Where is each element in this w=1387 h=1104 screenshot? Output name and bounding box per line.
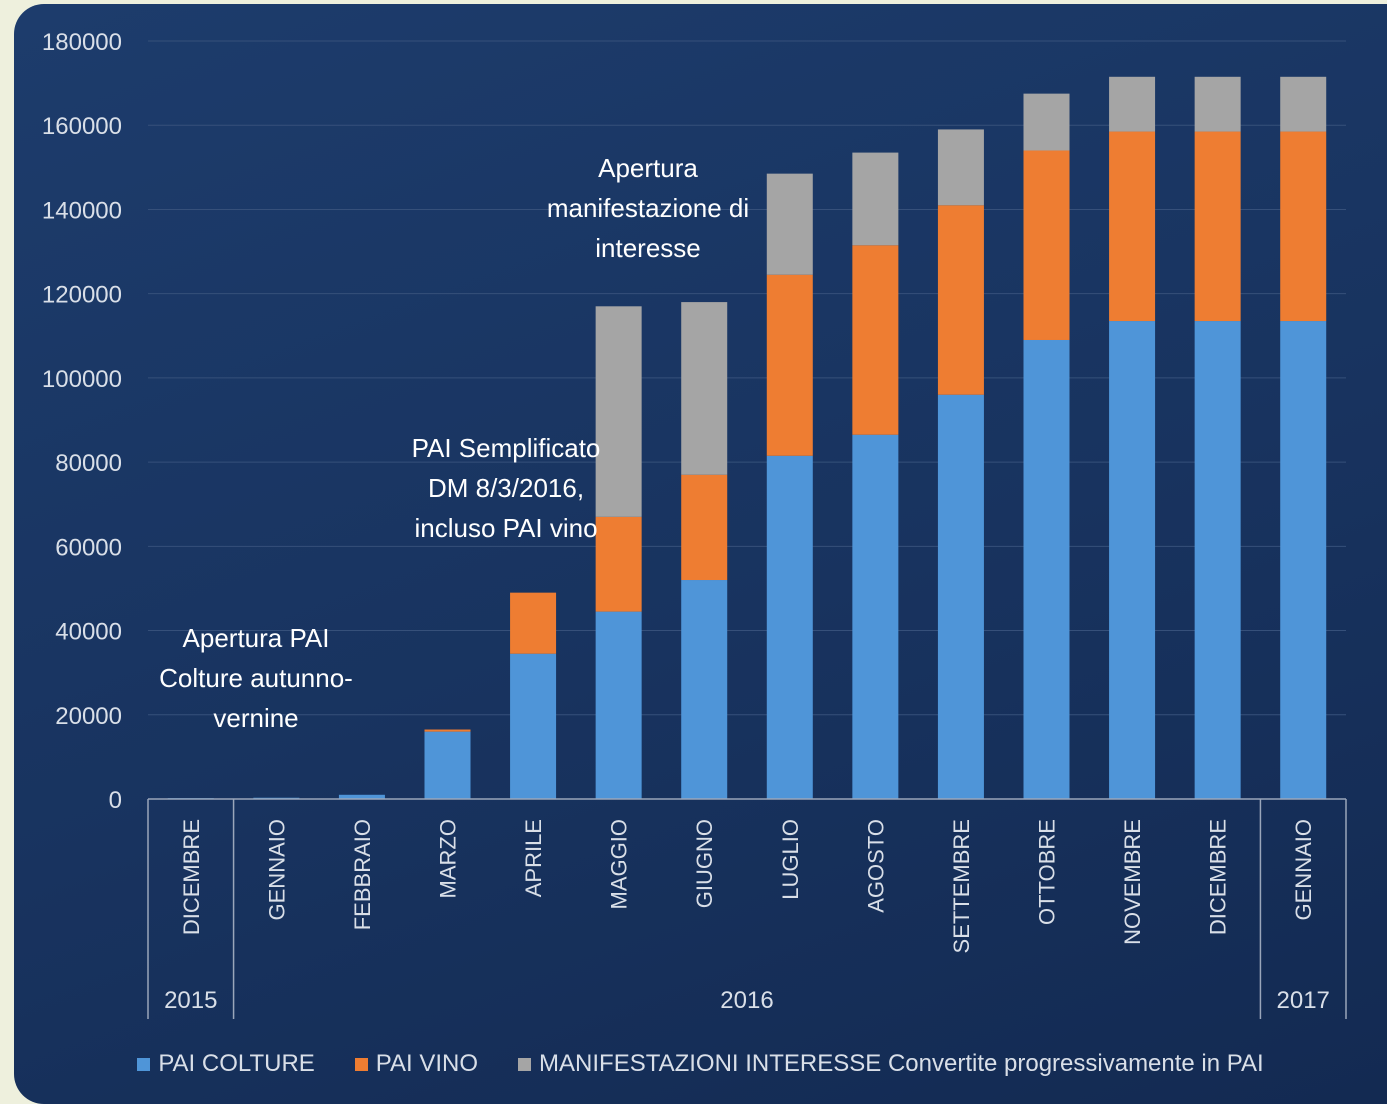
- bar-segment-pai-vino: [1109, 131, 1156, 322]
- x-tick-label: APRILE: [521, 819, 546, 897]
- y-tick-label: 0: [109, 787, 122, 814]
- x-tick-label: OTTOBRE: [1035, 819, 1060, 925]
- x-tick-label: AGOSTO: [863, 819, 888, 913]
- bar-segment-manifestazioni: [852, 152, 899, 246]
- year-label: 2017: [1277, 987, 1330, 1014]
- annotation-line: DM 8/3/2016,: [427, 473, 585, 503]
- bar-segment-manifestazioni: [595, 306, 642, 517]
- y-tick-label: 160000: [42, 113, 122, 140]
- bar-segment-pai-vino: [681, 474, 728, 581]
- x-tick-label: DICEMBRE: [179, 819, 204, 935]
- bar-segment-pai-colture: [1194, 321, 1241, 799]
- stacked-bar-chart: 0 20000 40000 60000 80000 100000 120000 140000 1…: [42, 29, 1347, 1019]
- annotation-line: Colture autunno-: [159, 663, 353, 693]
- x-tick-label: GENNAIO: [1291, 819, 1316, 920]
- x-tick-label: MAGGIO: [607, 819, 632, 909]
- legend-item-pai-colture: PAI COLTURE: [137, 1050, 315, 1078]
- x-tick-label: GENNAIO: [264, 819, 289, 920]
- legend-swatch: [354, 1057, 368, 1071]
- x-tick-label: DICEMBRE: [1206, 819, 1231, 935]
- annotation-line: Apertura PAI: [182, 623, 330, 653]
- legend-item-pai-vino: PAI VINO: [354, 1050, 479, 1078]
- annotation-line: Apertura: [598, 153, 698, 183]
- y-tick-label: 40000: [55, 619, 122, 646]
- year-label: 2015: [164, 987, 217, 1014]
- bar-segment-pai-vino: [766, 274, 813, 456]
- bar-segment-manifestazioni: [937, 129, 984, 206]
- annotation-manifestazione: Apertura manifestazione di interesse: [518, 148, 778, 268]
- annotation-line: interesse: [595, 233, 701, 263]
- bar-segment-pai-colture: [766, 455, 813, 799]
- x-tick-label: NOVEMBRE: [1120, 819, 1145, 945]
- bar-segment-manifestazioni: [766, 173, 813, 275]
- bar-segment-manifestazioni: [1194, 76, 1241, 132]
- bar-segment-pai-colture: [338, 794, 385, 799]
- legend-swatch: [518, 1057, 532, 1071]
- legend-label: MANIFESTAZIONI INTERESSE Convertite prog…: [539, 1050, 1264, 1077]
- legend-swatch: [137, 1057, 151, 1071]
- bar-segment-pai-colture: [510, 653, 557, 799]
- bar-segment-manifestazioni: [1109, 76, 1156, 132]
- bar-segment-pai-vino: [510, 592, 557, 654]
- annotation-line: incluso PAI vino: [414, 513, 598, 543]
- bar-segment-pai-vino: [1194, 131, 1241, 322]
- annotation-line: vernine: [213, 703, 299, 733]
- bar-segment-pai-vino: [595, 516, 642, 612]
- legend-label: PAI VINO: [375, 1050, 479, 1077]
- annotation-apertura-pai: Apertura PAI Colture autunno- vernine: [126, 618, 386, 738]
- x-tick-label: GIUGNO: [692, 819, 717, 908]
- bar-segment-pai-vino: [424, 729, 471, 732]
- bar-segment-manifestazioni: [681, 302, 728, 475]
- y-tick-label: 80000: [55, 450, 122, 477]
- annotation-line: PAI Semplificato: [411, 433, 601, 463]
- bar-segment-pai-colture: [681, 580, 728, 799]
- bar-segment-pai-vino: [937, 205, 984, 395]
- x-tick-label: LUGLIO: [778, 819, 803, 900]
- bar-segment-pai-vino: [852, 245, 899, 435]
- bar-segment-pai-colture: [1280, 321, 1327, 799]
- bar-segment-manifestazioni: [1023, 93, 1070, 151]
- bar-segment-pai-colture: [1023, 339, 1070, 799]
- annotation-line: manifestazione di: [546, 193, 750, 223]
- legend-label: PAI COLTURE: [158, 1050, 315, 1077]
- bar-segment-pai-colture: [1109, 321, 1156, 799]
- x-tick-label: SETTEMBRE: [949, 819, 974, 953]
- y-tick-label: 100000: [42, 366, 122, 393]
- bar-segment-pai-colture: [595, 611, 642, 799]
- y-tick-label: 60000: [55, 534, 122, 561]
- bar-segment-manifestazioni: [1280, 76, 1327, 132]
- y-tick-label: 120000: [42, 282, 122, 309]
- year-label: 2016: [720, 987, 773, 1014]
- y-tick-label: 20000: [55, 703, 122, 730]
- y-tick-label: 140000: [42, 197, 122, 224]
- bar-segment-pai-colture: [937, 394, 984, 799]
- chart-panel: 0 20000 40000 60000 80000 100000 120000 140000 1…: [14, 4, 1387, 1104]
- annotation-pai-semplificato: PAI Semplificato DM 8/3/2016, incluso PA…: [376, 428, 636, 548]
- x-tick-label: FEBBRAIO: [350, 819, 375, 930]
- bar-segment-pai-vino: [1023, 150, 1070, 340]
- legend-item-manifestazioni: MANIFESTAZIONI INTERESSE Convertite prog…: [518, 1050, 1264, 1078]
- chart-legend: PAI COLTURE PAI VINO MANIFESTAZIONI INTE…: [14, 1050, 1387, 1078]
- bar-segment-pai-colture: [424, 731, 471, 799]
- bar-segment-pai-colture: [852, 434, 899, 799]
- bar-segment-pai-vino: [1280, 131, 1327, 322]
- x-tick-label: MARZO: [436, 819, 461, 898]
- y-tick-label: 180000: [42, 29, 122, 56]
